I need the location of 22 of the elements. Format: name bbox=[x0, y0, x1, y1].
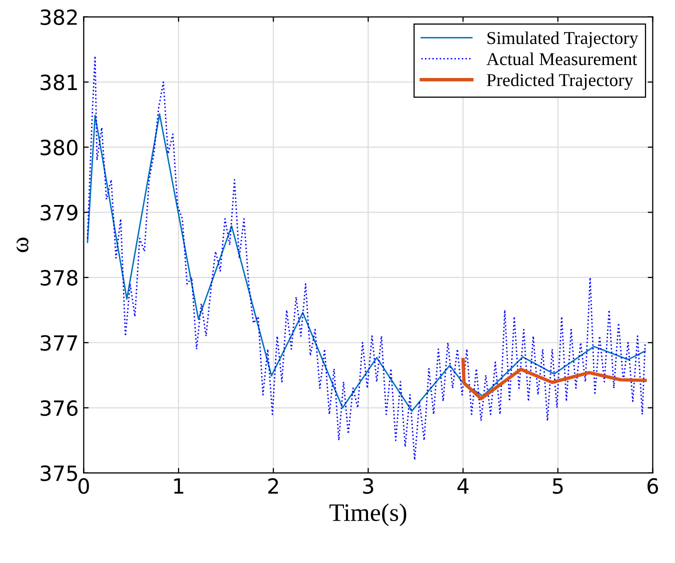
y-tick-label: 376 bbox=[40, 400, 78, 416]
y-tick-label: 377 bbox=[40, 335, 78, 351]
legend-label: Actual Measurement bbox=[486, 52, 638, 66]
line-series bbox=[86, 113, 646, 412]
y-tick-label: 379 bbox=[40, 204, 78, 221]
x-tick-label: 0 bbox=[78, 478, 89, 494]
x-tick-label: 5 bbox=[552, 478, 563, 494]
x-tick-label: 3 bbox=[363, 478, 374, 494]
x-axis-title: Time(s) bbox=[330, 504, 406, 526]
y-tick-label: 375 bbox=[40, 465, 78, 482]
legend-label: Simulated Trajectory bbox=[488, 31, 638, 48]
line-series bbox=[461, 358, 647, 400]
y-tick-label: 378 bbox=[40, 270, 78, 286]
y-axis-title: ω bbox=[16, 238, 28, 252]
y-tick-label: 381 bbox=[40, 74, 77, 90]
x-tick-label: 2 bbox=[268, 478, 278, 494]
y-tick-label: 380 bbox=[40, 140, 78, 156]
x-tick-label: 4 bbox=[457, 478, 469, 494]
x-tick-label: 6 bbox=[648, 478, 658, 494]
y-tick-label: 382 bbox=[40, 9, 77, 26]
legend-label: Predicted Trajectory bbox=[486, 73, 634, 90]
x-tick-label: 1 bbox=[174, 478, 184, 494]
